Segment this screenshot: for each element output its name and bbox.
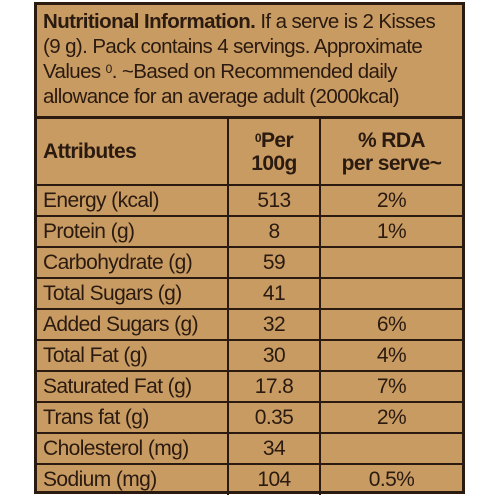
table-row: Total Fat (g) 30 4% — [37, 339, 462, 372]
attribute-cell: Total Fat (g) — [37, 339, 229, 372]
rda-cell — [319, 246, 462, 279]
attribute-cell: Protein (g) — [37, 215, 229, 248]
header-rda-line2: per serve~ — [341, 151, 442, 175]
attribute-cell: Cholesterol (mg) — [37, 432, 229, 465]
header-rda: % RDA per serve~ — [319, 119, 462, 186]
table-row: Total Sugars (g) 41 — [37, 277, 462, 310]
header-row: Attributes 0Per 100g % RDA per serve~ — [37, 119, 462, 186]
table-row: Trans fat (g) 0.35 2% — [37, 401, 462, 434]
attribute-cell: Sodium (mg) — [37, 463, 229, 495]
header-per-line1: Per — [261, 128, 294, 152]
header-per-100g: 0Per 100g — [227, 119, 321, 186]
header-rda-line1: % RDA — [357, 128, 426, 152]
rda-cell: 6% — [319, 308, 462, 341]
per-100g-cell: 17.8 — [227, 370, 321, 403]
intro-text-2: . ~Based on Recommended daily allowance … — [43, 60, 400, 108]
nutrition-intro: Nutritional Information. If a serve is 2… — [37, 5, 462, 119]
per-100g-cell: 8 — [227, 215, 321, 248]
rda-cell: 2% — [319, 401, 462, 434]
attribute-cell: Added Sugars (g) — [37, 308, 229, 341]
header-attributes: Attributes — [37, 119, 229, 186]
attribute-cell: Carbohydrate (g) — [37, 246, 229, 279]
table-row: Carbohydrate (g) 59 — [37, 246, 462, 279]
nutrition-panel: Nutritional Information. If a serve is 2… — [34, 2, 465, 495]
per-100g-cell: 0.35 — [227, 401, 321, 434]
per-100g-cell: 32 — [227, 308, 321, 341]
rda-cell — [319, 432, 462, 465]
per-100g-cell: 104 — [227, 463, 321, 495]
table-row: Cholesterol (mg) 34 — [37, 432, 462, 465]
per-100g-cell: 59 — [227, 246, 321, 279]
rda-cell: 2% — [319, 184, 462, 217]
per-100g-cell: 513 — [227, 184, 321, 217]
table-row: Sodium (mg) 104 0.5% — [37, 463, 462, 495]
rda-cell: 4% — [319, 339, 462, 372]
table-row: Saturated Fat (g) 17.8 7% — [37, 370, 462, 403]
rda-cell — [319, 277, 462, 310]
per-100g-cell: 30 — [227, 339, 321, 372]
table-row: Protein (g) 8 1% — [37, 215, 462, 248]
attribute-cell: Total Sugars (g) — [37, 277, 229, 310]
per-100g-cell: 41 — [227, 277, 321, 310]
nutrition-table: Attributes 0Per 100g % RDA per serve~ En… — [37, 119, 462, 495]
attribute-cell: Energy (kcal) — [37, 184, 229, 217]
rda-cell: 0.5% — [319, 463, 462, 495]
table-row: Added Sugars (g) 32 6% — [37, 308, 462, 341]
rda-cell: 7% — [319, 370, 462, 403]
rda-cell: 1% — [319, 215, 462, 248]
header-per-marker: 0 — [254, 130, 262, 145]
header-per-line2: 100g — [251, 151, 297, 175]
attribute-cell: Saturated Fat (g) — [37, 370, 229, 403]
intro-text: If a serve is 2 Kisses (9 g). Pack conta… — [43, 10, 436, 83]
table-row: Energy (kcal) 513 2% — [37, 184, 462, 217]
intro-marker: 0 — [105, 62, 113, 76]
attribute-cell: Trans fat (g) — [37, 401, 229, 434]
per-100g-cell: 34 — [227, 432, 321, 465]
intro-title: Nutritional Information. — [43, 10, 256, 33]
